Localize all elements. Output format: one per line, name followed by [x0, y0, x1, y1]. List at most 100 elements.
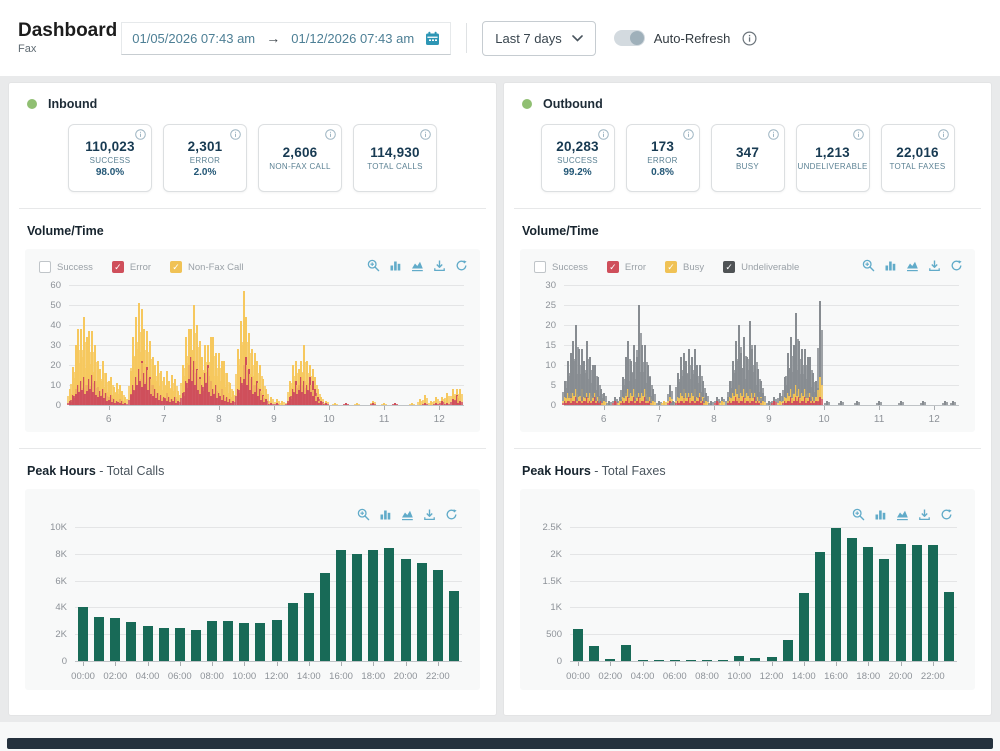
auto-refresh-toggle[interactable]	[613, 30, 645, 46]
volume-bar	[246, 365, 249, 405]
stat-card: 20,283 SUCCESS 99.2%	[540, 124, 615, 192]
volume-bar-segment	[578, 400, 581, 405]
legend-item-success[interactable]: Success	[39, 261, 93, 273]
volume-bar-segment	[353, 403, 356, 405]
refresh-icon[interactable]	[455, 259, 468, 272]
checked-checkbox-icon[interactable]: ✓	[606, 261, 619, 273]
checked-checkbox-icon[interactable]: ✓	[111, 261, 124, 273]
volume-bar-segment	[264, 389, 267, 399]
area-chart-icon[interactable]	[896, 508, 909, 521]
volume-bar-segment	[237, 389, 240, 405]
download-icon[interactable]	[423, 508, 436, 521]
volume-bar-segment	[459, 401, 462, 405]
refresh-icon[interactable]	[940, 508, 953, 521]
checked-checkbox-icon[interactable]: ✓	[665, 261, 678, 273]
volume-bar-segment	[741, 396, 744, 401]
volume-bar	[702, 398, 705, 405]
volume-bar-segment	[195, 325, 198, 369]
volume-bar-segment	[782, 400, 785, 403]
legend-item-success[interactable]: Success	[534, 261, 588, 273]
zoom-in-icon[interactable]	[367, 259, 380, 272]
y-axis-label: 500	[546, 629, 562, 641]
legend-item-undeliverable[interactable]: ✓ Undeliverable	[723, 261, 799, 273]
unchecked-checkbox-icon[interactable]	[39, 261, 51, 273]
zoom-in-icon[interactable]	[852, 508, 865, 521]
column-chart-icon[interactable]	[379, 508, 392, 521]
column-chart-icon[interactable]	[884, 259, 897, 272]
area-chart-icon[interactable]	[401, 508, 414, 521]
zoom-in-icon[interactable]	[357, 508, 370, 521]
x-axis-label: 12:00	[264, 671, 289, 682]
info-icon[interactable]	[325, 129, 336, 140]
date-to-value[interactable]: 01/12/2026 07:43 am	[291, 30, 415, 46]
volume-bar	[954, 402, 957, 405]
volume-bar	[461, 393, 464, 405]
volume-bar-segment	[259, 399, 262, 405]
unchecked-checkbox-icon[interactable]	[534, 261, 546, 273]
legend-item-non-fax-call[interactable]: ✓ Non-Fax Call	[170, 261, 243, 273]
volume-bar-segment	[801, 374, 804, 397]
volume-bar-segment	[680, 376, 683, 397]
area-chart-icon[interactable]	[906, 259, 919, 272]
date-range-input[interactable]: 01/05/2026 07:43 am → 01/12/2026 07:43 a…	[121, 21, 452, 55]
volume-bar-segment	[141, 387, 144, 405]
y-axis-label: 50	[50, 300, 61, 311]
volume-bar-segment	[800, 349, 803, 393]
volume-bar-segment	[190, 329, 193, 357]
checked-checkbox-icon[interactable]: ✓	[170, 261, 183, 273]
volume-bar-segment	[639, 372, 642, 399]
volume-bar-segment	[86, 364, 89, 391]
volume-bar-segment	[814, 401, 817, 405]
calendar-icon[interactable]	[425, 31, 440, 46]
y-axis-label: 5	[550, 380, 556, 391]
volume-bar-segment	[246, 385, 249, 405]
column-chart-icon[interactable]	[874, 508, 887, 521]
column-chart-icon[interactable]	[389, 259, 402, 272]
info-icon[interactable]	[135, 129, 146, 140]
volume-bar-segment	[597, 396, 600, 403]
volume-bar-segment	[639, 402, 642, 405]
info-icon[interactable]	[742, 30, 757, 46]
info-icon[interactable]	[852, 129, 864, 140]
volume-bar-segment	[647, 389, 650, 401]
volume-bar-segment	[229, 402, 232, 405]
info-icon[interactable]	[420, 129, 431, 140]
volume-bar-segment	[111, 395, 114, 402]
download-icon[interactable]	[433, 259, 446, 272]
volume-bar-segment	[72, 396, 75, 405]
volume-bar-segment	[157, 361, 160, 393]
info-icon[interactable]	[230, 129, 241, 140]
checked-checkbox-icon[interactable]: ✓	[723, 261, 736, 273]
info-icon[interactable]	[937, 129, 949, 140]
volume-bar-segment	[622, 378, 625, 399]
y-axis-label: 4K	[55, 602, 67, 614]
legend-item-error[interactable]: ✓ Error	[606, 261, 646, 273]
info-icon[interactable]	[682, 129, 694, 140]
legend-item-busy[interactable]: ✓ Busy	[665, 261, 704, 273]
refresh-icon[interactable]	[445, 508, 458, 521]
volume-bar-segment	[281, 401, 284, 405]
download-icon[interactable]	[918, 508, 931, 521]
legend-item-error[interactable]: ✓ Error	[111, 261, 151, 273]
volume-bar	[686, 374, 689, 405]
info-icon[interactable]	[767, 129, 779, 140]
volume-bar	[451, 389, 454, 405]
volume-bar-segment	[586, 341, 589, 393]
zoom-in-icon[interactable]	[862, 259, 875, 272]
date-from-value[interactable]: 01/05/2026 07:43 am	[132, 30, 256, 46]
volume-bar-segment	[647, 402, 650, 405]
refresh-icon[interactable]	[950, 259, 963, 272]
download-icon[interactable]	[928, 259, 941, 272]
volume-bar	[669, 402, 672, 405]
volume-bar-segment	[89, 388, 92, 405]
peak-bar	[110, 618, 121, 661]
area-chart-icon[interactable]	[411, 259, 424, 272]
volume-bar-segment	[588, 357, 591, 393]
volume-bar	[592, 383, 595, 405]
volume-bar	[578, 374, 581, 405]
range-preset-select[interactable]: Last 7 days	[482, 20, 596, 56]
volume-bar-segment	[138, 352, 141, 381]
x-axis-label: 14:00	[791, 671, 816, 682]
info-icon[interactable]	[597, 129, 609, 140]
volume-bar	[122, 400, 125, 405]
